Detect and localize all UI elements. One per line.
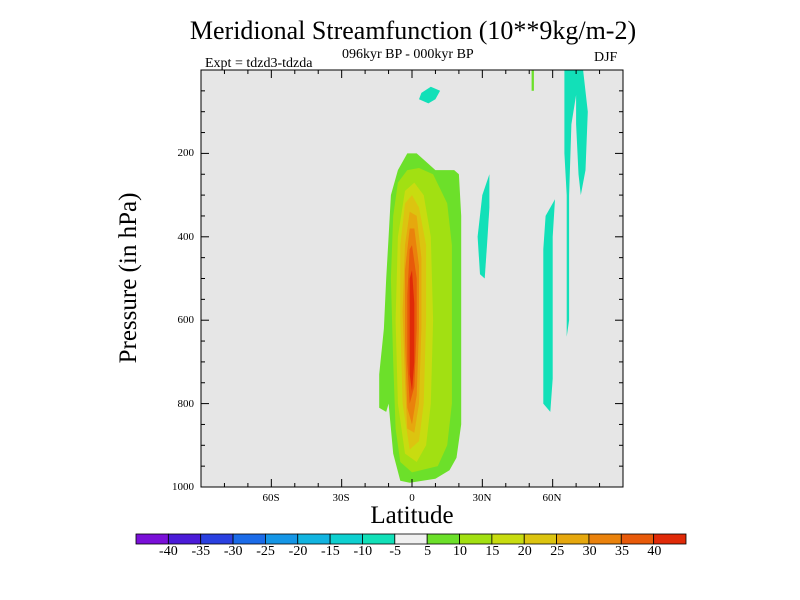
chart-subtitle: 096kyr BP - 000kyr BP — [342, 47, 474, 62]
x-tick-label: 60S — [262, 492, 280, 504]
x-tick-label: 60N — [542, 492, 562, 504]
colorbar-label: -35 — [191, 544, 211, 559]
colorbar-label: 35 — [615, 544, 629, 559]
colorbar-label: 25 — [550, 544, 565, 559]
colorbar-box — [329, 533, 363, 545]
positive-cell-40 — [409, 270, 415, 392]
colorbar-label: 20 — [517, 544, 532, 559]
colorbar-label: -20 — [288, 544, 308, 559]
y-tick-label: 1000 — [172, 481, 194, 493]
x-tick-label: 30N — [472, 492, 492, 504]
colorbar-box — [620, 533, 655, 545]
negative-cell-polar — [564, 70, 588, 337]
colorbar-label: -25 — [256, 544, 275, 559]
colorbar-label: -15 — [321, 544, 340, 559]
colorbar-label: -10 — [353, 544, 373, 559]
colorbar-label: -40 — [159, 544, 178, 559]
y-tick-label: 800 — [177, 398, 195, 410]
colorbar-box — [523, 533, 557, 545]
colorbar-box — [167, 533, 202, 545]
colorbar-box — [394, 533, 428, 545]
colorbar-box — [265, 533, 299, 545]
colorbar-label: -30 — [223, 544, 243, 559]
y-tick-label: 400 — [177, 231, 195, 243]
y-tick-label: 200 — [177, 147, 195, 159]
x-tick-label: 0 — [409, 492, 415, 504]
chart-title: Meridional Streamfunction (10**9kg/m-2) — [189, 16, 637, 45]
colorbar-box — [232, 533, 266, 545]
season-label: DJF — [594, 50, 618, 65]
thin-positive-streak — [531, 70, 534, 91]
colorbar-label: 5 — [424, 544, 432, 559]
colorbar-box — [556, 533, 590, 545]
x-tick-label: 30S — [332, 492, 350, 504]
colorbar-box — [459, 533, 493, 545]
negative-cell-60n — [543, 199, 555, 412]
colorbar-box — [426, 533, 460, 545]
colorbar-box — [491, 533, 525, 545]
colorbar-label: 10 — [453, 544, 467, 559]
colorbar-label: 15 — [485, 544, 500, 559]
colorbar-box — [297, 533, 331, 545]
x-axis-label: Latitude — [370, 502, 454, 529]
colorbar-box — [653, 533, 687, 545]
shallow-negative-cell — [419, 86, 441, 104]
colorbar-label: 30 — [582, 544, 597, 559]
colorbar-box — [588, 533, 622, 545]
y-tick-label: 600 — [177, 314, 195, 326]
experiment-label: Expt = tdzd3-tdzda — [205, 56, 313, 71]
colorbar-label: 40 — [647, 544, 662, 559]
colorbar-box — [135, 533, 169, 545]
colorbar-box — [362, 533, 396, 545]
negative-cell-30n — [477, 174, 490, 279]
colorbar-label: -5 — [389, 544, 402, 559]
colorbar-box — [200, 533, 234, 545]
